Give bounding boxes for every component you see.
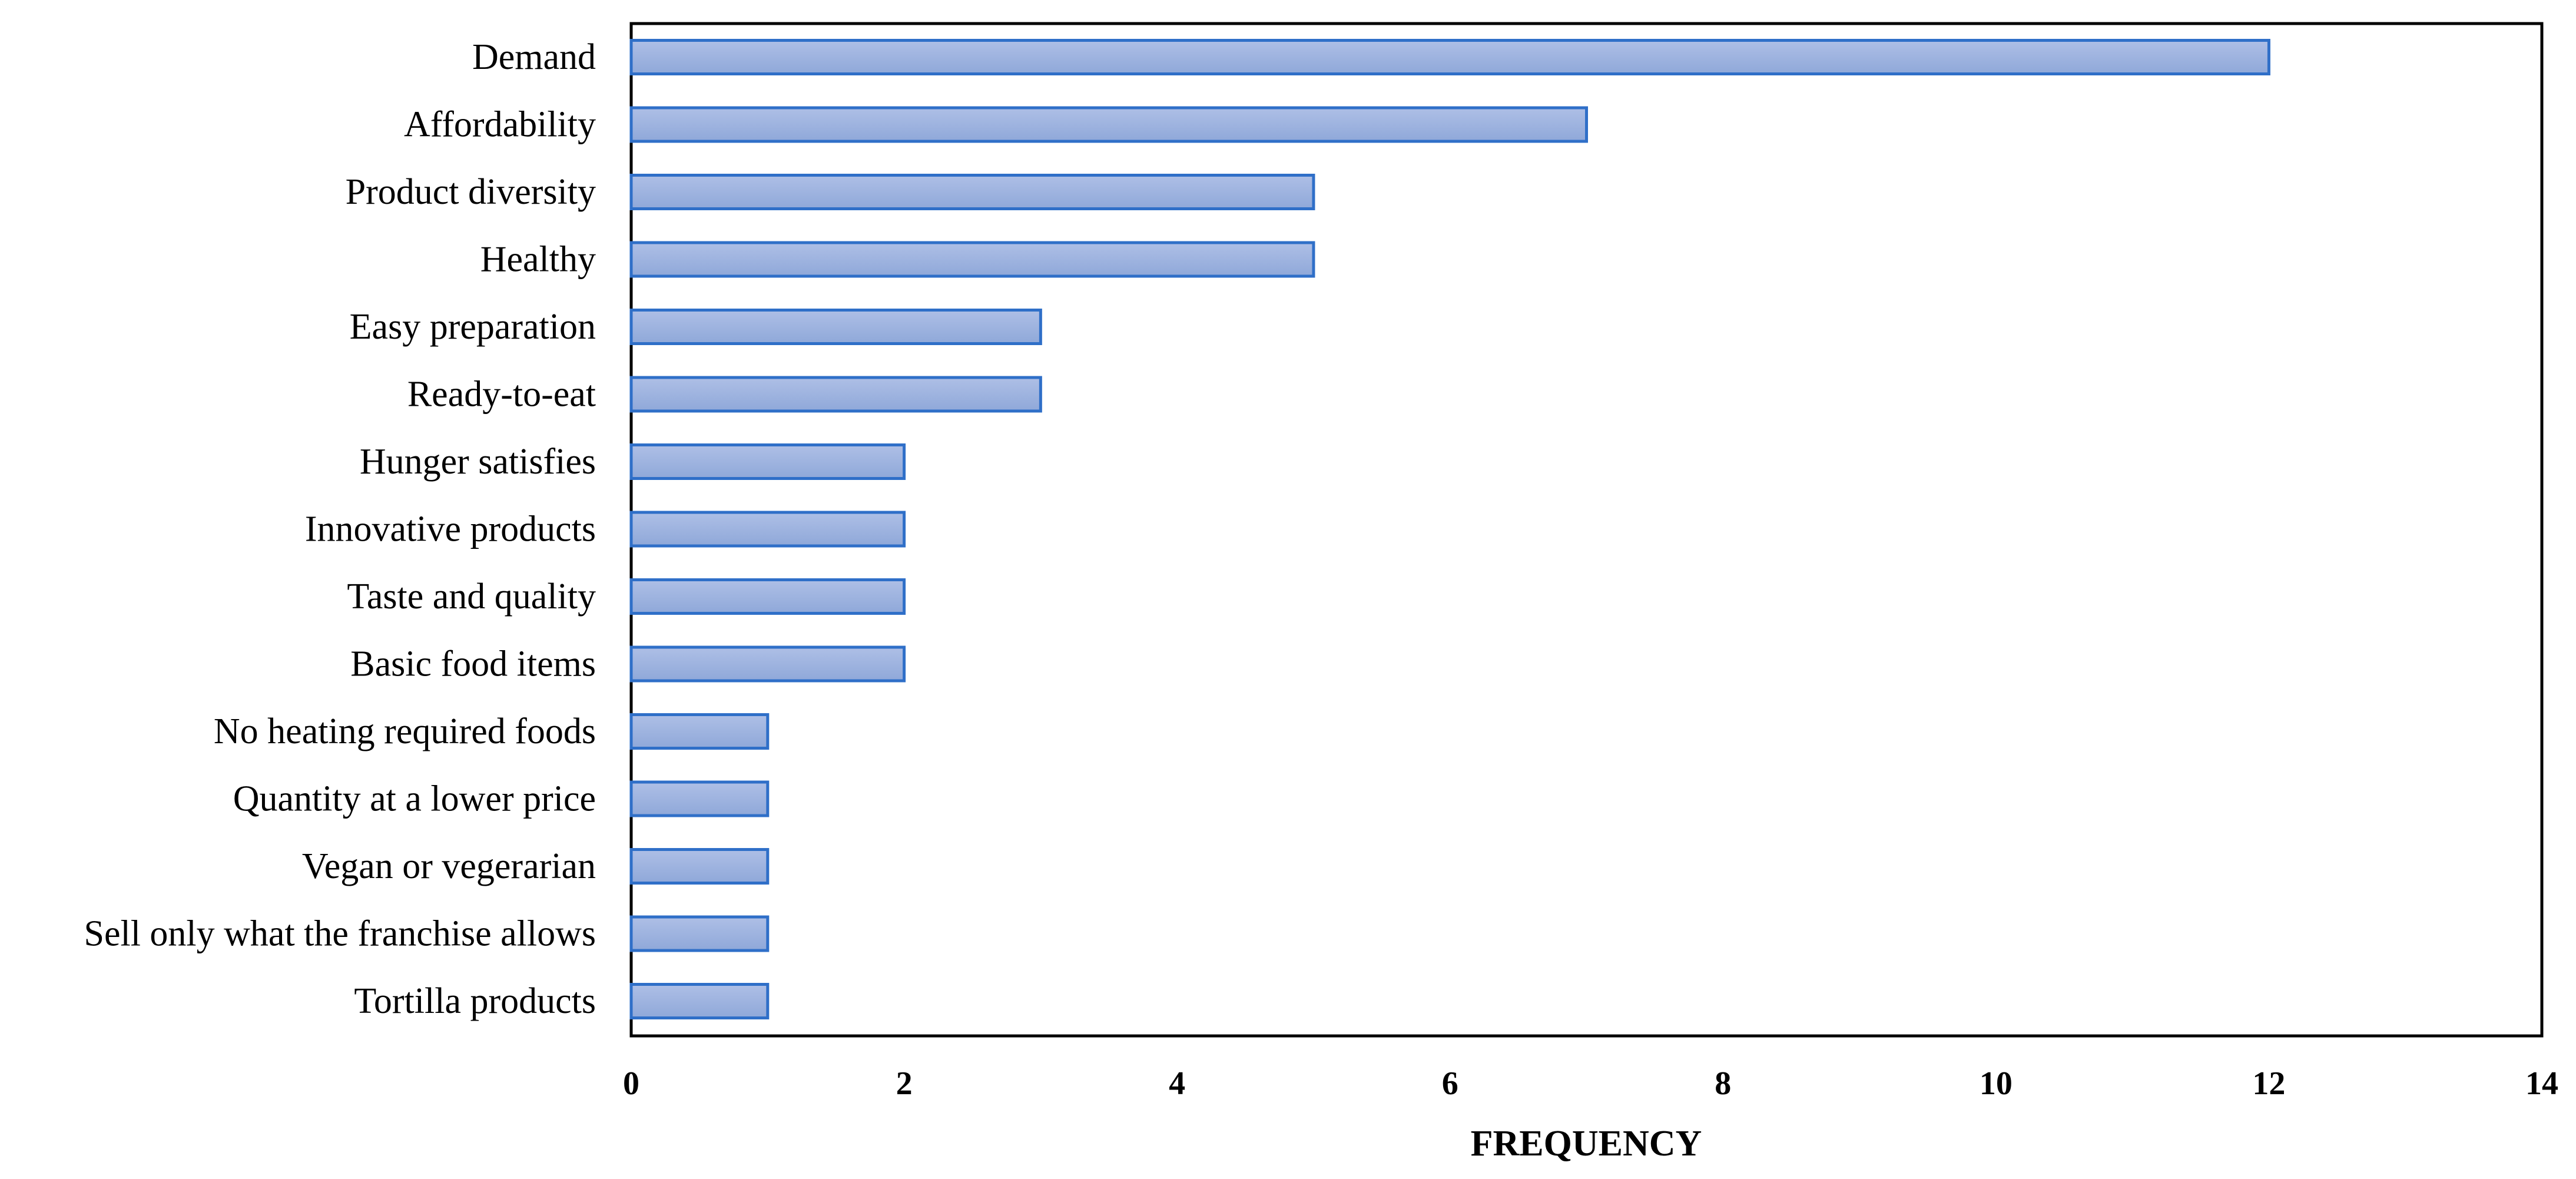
bars-group: [629, 39, 2270, 1019]
category-label: Innovative products: [305, 509, 596, 549]
bar: [629, 511, 906, 548]
category-label: Easy preparation: [350, 307, 596, 347]
category-label: Basic food items: [350, 644, 596, 684]
x-tick-labels: 0 2 4 6 8 10 12 14: [623, 1065, 2558, 1102]
category-labels: Demand Affordability Product diversity Heal…: [84, 37, 596, 1021]
x-tick-label: 2: [896, 1065, 913, 1102]
category-label: No heating required foods: [214, 711, 596, 751]
bar: [629, 848, 770, 885]
bar: [629, 983, 770, 1019]
x-tick-label: 14: [2525, 1065, 2558, 1102]
bar: [629, 241, 1315, 278]
category-label: Ready-to-eat: [407, 375, 596, 415]
bar: [629, 645, 906, 683]
bar: [629, 174, 1315, 210]
bar: [629, 106, 1588, 143]
x-tick-label: 0: [623, 1065, 639, 1102]
bar: [629, 915, 770, 952]
category-label: Sell only what the franchise allows: [84, 914, 596, 954]
bar: [629, 713, 770, 750]
category-label: Demand: [472, 37, 596, 77]
category-label: Affordability: [404, 105, 596, 145]
bar: [629, 443, 906, 480]
x-tick-label: 6: [1442, 1065, 1458, 1102]
category-label: Product diversity: [346, 172, 596, 212]
category-label: Tortilla products: [354, 981, 596, 1021]
x-axis-title: FREQUENCY: [1471, 1124, 1702, 1164]
category-label: Vegan or vegerarian: [302, 846, 596, 886]
bar: [629, 376, 1042, 413]
category-label: Healthy: [480, 240, 596, 280]
bar: [629, 578, 906, 615]
x-tick-label: 8: [1715, 1065, 1731, 1102]
category-label: Hunger satisfies: [360, 442, 596, 482]
category-label: Taste and quality: [347, 577, 596, 617]
x-tick-label: 12: [2252, 1065, 2285, 1102]
category-label: Quantity at a lower price: [233, 779, 596, 819]
bar: [629, 309, 1042, 345]
x-tick-label: 4: [1169, 1065, 1185, 1102]
bar: [629, 780, 770, 817]
x-tick-label: 10: [1980, 1065, 2013, 1102]
bar: [629, 39, 2270, 75]
